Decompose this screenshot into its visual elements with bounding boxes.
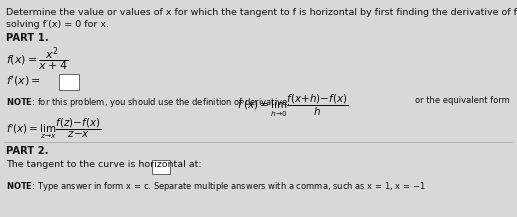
Text: PART 1.: PART 1. [6,33,49,43]
Text: solving f′(x) = 0 for x.: solving f′(x) = 0 for x. [6,20,109,29]
FancyBboxPatch shape [59,74,79,90]
Text: $f'(x) =$: $f'(x) =$ [6,74,41,88]
Text: Determine the value or values of x for which the tangent to f is horizontal by f: Determine the value or values of x for w… [6,8,517,17]
Text: PART 2.: PART 2. [6,146,49,156]
FancyBboxPatch shape [152,160,170,174]
Text: $f'(x) = \lim_{h \to 0} \dfrac{f(x+h)-f(x)}{h}$: $f'(x) = \lim_{h \to 0} \dfrac{f(x+h)-f(… [237,93,348,119]
Text: The tangent to the curve is horizontal at:: The tangent to the curve is horizontal a… [6,160,202,169]
Text: $f'(x) = \lim_{z \to x} \dfrac{f(z)-f(x)}{z-x}$: $f'(x) = \lim_{z \to x} \dfrac{f(z)-f(x)… [6,116,101,141]
Text: or the equivalent form: or the equivalent form [415,96,510,105]
Text: $\bf{NOTE}$: for this problem, you should use the definition of derivative,: $\bf{NOTE}$: for this problem, you shoul… [6,96,291,109]
Text: $f(x) = \dfrac{x^2}{x+4}$: $f(x) = \dfrac{x^2}{x+4}$ [6,46,68,74]
Text: $\bf{NOTE}$: Type answer in form x = c. Separate multiple answers with a comma, : $\bf{NOTE}$: Type answer in form x = c. … [6,180,425,193]
